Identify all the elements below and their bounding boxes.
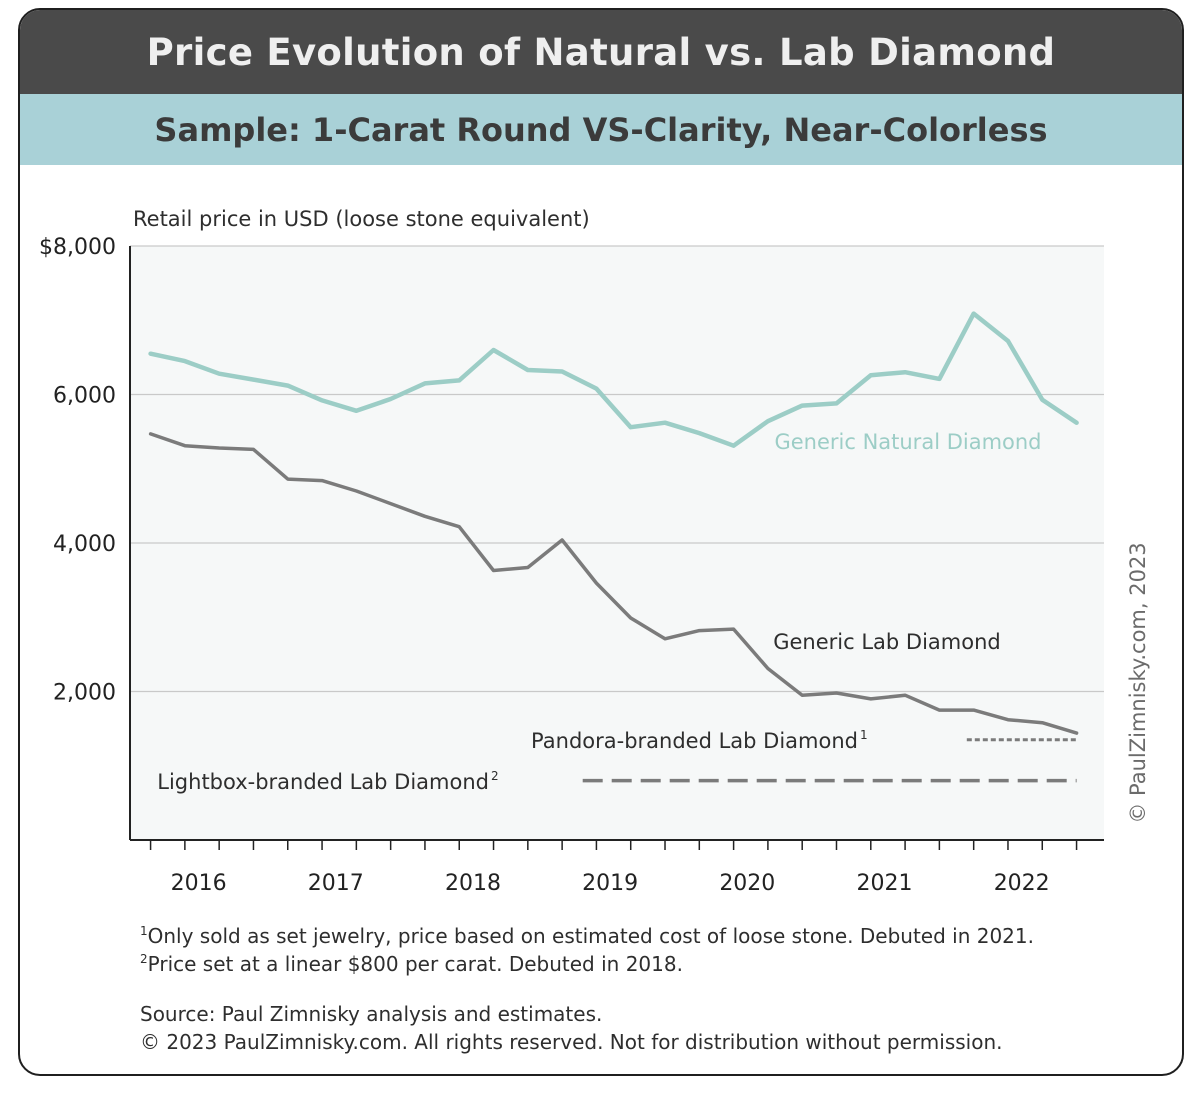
y-axis-label: Retail price in USD (loose stone equival… [133,207,590,231]
footnote-2-mark: 2 [140,952,148,966]
x-tick-label-2017: 2017 [308,871,364,896]
y-tick-label-4000: 4,000 [53,532,116,557]
x-tick-label-2019: 2019 [582,871,638,896]
series-line-generic-lab-diamond [148,432,1079,735]
series-label-lightbox-branded-lab-diamond: Lightbox-branded Lab Diamond [157,770,489,794]
x-tick-label-2022: 2022 [994,871,1050,896]
footnote-1-text: Only sold as set jewelry, price based on… [147,924,1034,948]
series-label-pandora-branded-lab-diamond: Pandora-branded Lab Diamond [531,729,858,753]
footnotes: 1Only sold as set jewelry, price based o… [140,922,1140,1056]
watermark: © PaulZimnisky.com, 2023 [1126,542,1150,823]
y-tick-label-2000: 2,000 [53,681,116,706]
footnote-2-text: Price set at a linear $800 per carat. De… [147,952,683,976]
chart-title: Price Evolution of Natural vs. Lab Diamo… [20,10,1182,94]
series-label-generic-lab-diamond: Generic Lab Diamond [773,630,1001,654]
y-tick-label-8000: $8,000 [39,235,116,260]
series-label-footnote-mark: 2 [491,769,499,783]
footnote-1: 1Only sold as set jewelry, price based o… [140,922,1140,950]
x-tick-label-2018: 2018 [445,871,501,896]
footnote-1-mark: 1 [140,924,148,938]
footnote-2: 2Price set at a linear $800 per carat. D… [140,950,1140,978]
series-label-footnote-mark: 1 [860,728,868,742]
chart-subtitle: Sample: 1-Carat Round VS-Clarity, Near-C… [20,94,1182,165]
y-tick-label-6000: 6,000 [53,384,116,409]
series-label-generic-natural-diamond: Generic Natural Diamond [774,430,1041,454]
source-note: Source: Paul Zimnisky analysis and estim… [140,1002,603,1026]
x-tick-label-2020: 2020 [719,871,775,896]
copyright-note: © 2023 PaulZimnisky.com. All rights rese… [140,1030,1003,1054]
x-tick-label-2021: 2021 [857,871,913,896]
series-line-generic-natural-diamond [148,311,1079,448]
x-tick-label-2016: 2016 [171,871,227,896]
